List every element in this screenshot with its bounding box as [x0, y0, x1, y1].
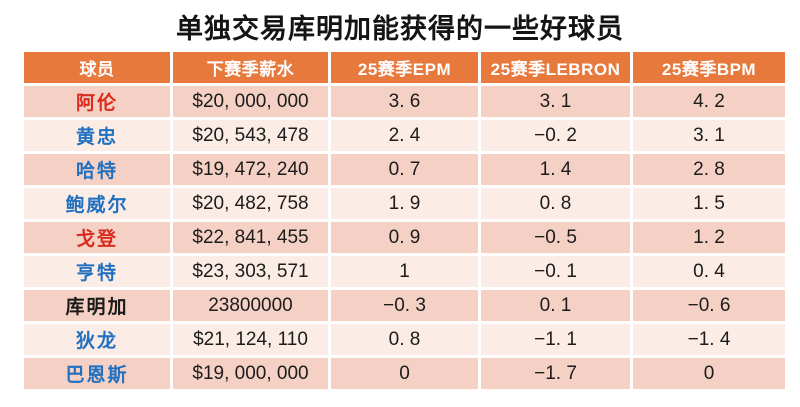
bpm-cell: 4. 2 — [633, 86, 785, 117]
lebron-cell: 1. 4 — [481, 154, 630, 185]
lebron-cell: −0. 1 — [481, 256, 630, 287]
column-header: 下赛季薪水 — [173, 52, 328, 83]
epm-cell: 3. 6 — [331, 86, 478, 117]
bpm-cell: 0 — [633, 358, 785, 389]
bpm-cell: 1. 5 — [633, 188, 785, 219]
player-name-cell: 库明加 — [24, 290, 170, 321]
epm-cell: 1. 9 — [331, 188, 478, 219]
column-header: 25赛季BPM — [633, 52, 785, 83]
column-header: 25赛季LEBRON — [481, 52, 630, 83]
salary-cell: $19, 472, 240 — [173, 154, 328, 185]
column-header: 25赛季EPM — [331, 52, 478, 83]
player-name-cell: 巴恩斯 — [24, 358, 170, 389]
salary-cell: $20, 482, 758 — [173, 188, 328, 219]
salary-cell: $19, 000, 000 — [173, 358, 328, 389]
lebron-cell: 0. 1 — [481, 290, 630, 321]
player-name-cell: 鲍威尔 — [24, 188, 170, 219]
salary-cell: 23800000 — [173, 290, 328, 321]
lebron-cell: −1. 7 — [481, 358, 630, 389]
epm-cell: 0. 7 — [331, 154, 478, 185]
column-header: 球员 — [24, 52, 170, 83]
epm-cell: 0. 8 — [331, 324, 478, 355]
epm-cell: −0. 3 — [331, 290, 478, 321]
lebron-cell: 0. 8 — [481, 188, 630, 219]
bpm-cell: −0. 6 — [633, 290, 785, 321]
bpm-cell: 0. 4 — [633, 256, 785, 287]
salary-cell: $22, 841, 455 — [173, 222, 328, 253]
epm-cell: 1 — [331, 256, 478, 287]
salary-cell: $20, 543, 478 — [173, 120, 328, 151]
lebron-cell: −0. 2 — [481, 120, 630, 151]
player-name-cell: 亨特 — [24, 256, 170, 287]
player-name-cell: 哈特 — [24, 154, 170, 185]
salary-cell: $23, 303, 571 — [173, 256, 328, 287]
player-name-cell: 狄龙 — [24, 324, 170, 355]
epm-cell: 0. 9 — [331, 222, 478, 253]
lebron-cell: 3. 1 — [481, 86, 630, 117]
bpm-cell: 3. 1 — [633, 120, 785, 151]
salary-cell: $20, 000, 000 — [173, 86, 328, 117]
player-name-cell: 阿伦 — [24, 86, 170, 117]
bpm-cell: 1. 2 — [633, 222, 785, 253]
bpm-cell: 2. 8 — [633, 154, 785, 185]
lebron-cell: −0. 5 — [481, 222, 630, 253]
player-name-cell: 戈登 — [24, 222, 170, 253]
page-title: 单独交易库明加能获得的一些好球员 — [176, 14, 624, 44]
lebron-cell: −1. 1 — [481, 324, 630, 355]
salary-cell: $21, 124, 110 — [173, 324, 328, 355]
epm-cell: 0 — [331, 358, 478, 389]
players-table: 球员 下赛季薪水 25赛季EPM 25赛季LEBRON 25赛季BPM 阿伦 $20, 00… — [24, 52, 785, 389]
bpm-cell: −1. 4 — [633, 324, 785, 355]
epm-cell: 2. 4 — [331, 120, 478, 151]
player-name-cell: 黄忠 — [24, 120, 170, 151]
